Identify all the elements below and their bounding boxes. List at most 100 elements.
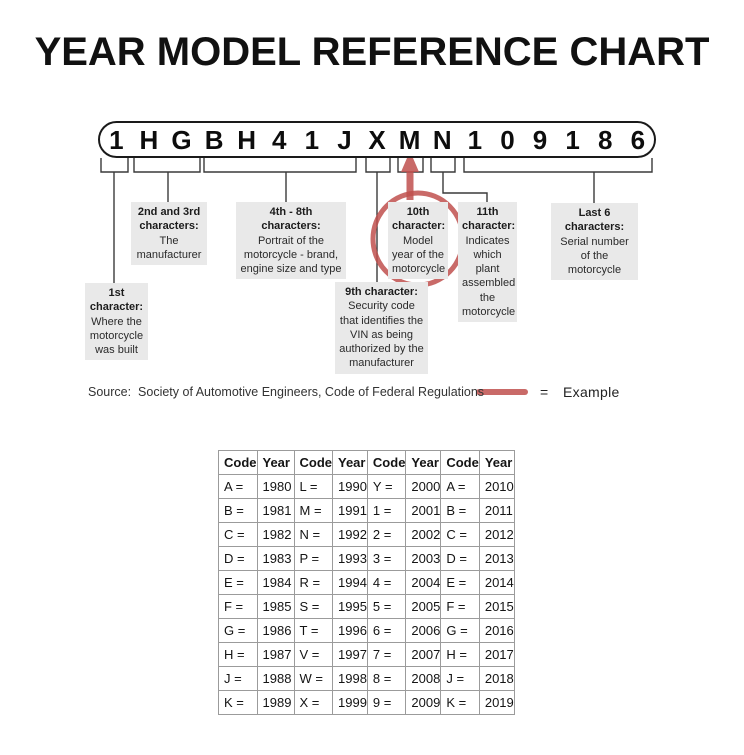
- year-table-cell: J =: [218, 666, 258, 691]
- callout-2nd-3rd-characters: 2nd and 3rd characters: The manufacturer: [131, 202, 207, 266]
- year-table-cell: K =: [440, 690, 480, 715]
- year-table-cell: 1999: [332, 690, 368, 715]
- year-table-cell: 1991: [332, 498, 368, 523]
- year-table-cell: 1985: [256, 594, 295, 619]
- vin-character: 1: [467, 124, 483, 155]
- callout-body: Model year of the motorcycle: [392, 234, 446, 276]
- year-table-cell: 2004: [405, 570, 442, 595]
- vin-character: H: [139, 124, 159, 155]
- year-table-cell: 1980: [256, 474, 295, 499]
- year-table-cell: 1988: [256, 666, 295, 691]
- year-table-cell: E =: [218, 570, 258, 595]
- year-table-cell: 2005: [405, 594, 442, 619]
- year-table-cell: R =: [293, 570, 333, 595]
- year-table-cell: K =: [218, 690, 258, 715]
- year-table-cell: 2003: [405, 546, 442, 571]
- vin-character: 1: [565, 124, 580, 155]
- year-table-cell: H =: [218, 642, 258, 667]
- year-table-cell: 1987: [256, 642, 295, 667]
- year-table-cell: 2 =: [366, 522, 407, 547]
- table-header-row: Code Year Code Year Code Year Code Year: [218, 450, 515, 475]
- year-table-cell: 1 =: [366, 498, 407, 523]
- year-table-cell: P =: [293, 546, 333, 571]
- year-table-cell: 1982: [256, 522, 295, 547]
- legend-example-label: Example: [563, 384, 620, 400]
- callout-11th-character: 11th character: Indicates which plant as…: [458, 202, 517, 323]
- year-table-cell: 8 =: [366, 666, 407, 691]
- year-table-cell: 4 =: [366, 570, 407, 595]
- year-table-cell: 2010: [478, 474, 515, 499]
- table-row: C = 1982 N = 1992 2 = 2002 C = 2012: [218, 522, 515, 547]
- year-table-cell: 2006: [405, 618, 442, 643]
- year-table-header-cell: Year: [256, 450, 295, 475]
- callout-body: Portrait of the motorcycle - brand, engi…: [240, 234, 342, 276]
- year-table-cell: F =: [440, 594, 480, 619]
- year-table-cell: W =: [293, 666, 333, 691]
- year-table-header-cell: Year: [405, 450, 442, 475]
- callout-heading: 11th character:: [462, 206, 516, 233]
- table-row: E = 1984 R = 1994 4 = 2004 E = 2014: [218, 570, 515, 595]
- vin-character: 0: [500, 124, 515, 155]
- year-table-cell: 6 =: [366, 618, 407, 643]
- year-table-cell: 1996: [332, 618, 368, 643]
- year-table-cell: C =: [440, 522, 480, 547]
- callout-heading: Last 6 characters:: [564, 207, 625, 234]
- callout-10th-character: 10th character: Model year of the motorc…: [388, 202, 448, 280]
- year-table-cell: B =: [218, 498, 258, 523]
- callout-9th-character: 9th character: Security code that identi…: [335, 282, 428, 374]
- year-table-cell: 3 =: [366, 546, 407, 571]
- year-table-cell: A =: [440, 474, 480, 499]
- year-table-header-cell: Code: [366, 450, 407, 475]
- vin-character: 8: [597, 124, 613, 155]
- vin-character: B: [204, 124, 224, 155]
- year-table-cell: 2009: [405, 690, 442, 715]
- callout-body: The manufacturer: [136, 234, 202, 261]
- year-table-cell: 2013: [478, 546, 515, 571]
- callout-4th-8th-characters: 4th - 8th characters: Portrait of the mo…: [236, 202, 346, 280]
- vin-character: 1: [304, 124, 320, 155]
- year-table-cell: 2017: [478, 642, 515, 667]
- callout-heading: 2nd and 3rd characters:: [137, 206, 201, 233]
- table-row: K = 1989 X = 1999 9 = 2009 K = 2019: [218, 690, 515, 715]
- year-table-cell: 2014: [478, 570, 515, 595]
- year-table-cell: X =: [293, 690, 333, 715]
- table-row: G = 1986 T = 1996 6 = 2006 G = 2016: [218, 618, 515, 643]
- year-table-cell: A =: [218, 474, 258, 499]
- year-table-cell: 2008: [405, 666, 442, 691]
- year-table-cell: F =: [218, 594, 258, 619]
- year-table-cell: 1984: [256, 570, 295, 595]
- vin-character: G: [171, 124, 192, 155]
- year-table-cell: 2018: [478, 666, 515, 691]
- vin-character: 1: [109, 124, 124, 155]
- year-table-cell: V =: [293, 642, 333, 667]
- vin-group-brackets: [100, 158, 653, 173]
- year-table-cell: 9 =: [366, 690, 407, 715]
- year-table-cell: 2015: [478, 594, 515, 619]
- year-table-cell: 2007: [405, 642, 442, 667]
- callout-body: Security code that identifies the VIN as…: [339, 300, 424, 370]
- year-table-cell: N =: [293, 522, 333, 547]
- year-table-cell: 2016: [478, 618, 515, 643]
- year-table-cell: 1993: [332, 546, 368, 571]
- legend-equals-sign: =: [540, 384, 549, 400]
- vin-character: 4: [272, 124, 287, 155]
- year-table-cell: E =: [440, 570, 480, 595]
- year-table-cell: M =: [293, 498, 333, 523]
- year-table-cell: 7 =: [366, 642, 407, 667]
- callout-heading: 4th - 8th characters:: [261, 206, 321, 233]
- year-table-cell: 1981: [256, 498, 295, 523]
- year-table-cell: 2012: [478, 522, 515, 547]
- vin-character: M: [398, 124, 421, 155]
- year-table-cell: 2001: [405, 498, 442, 523]
- year-table-cell: H =: [440, 642, 480, 667]
- source-attribution: Source: Society of Automotive Engineers,…: [88, 385, 485, 399]
- year-table-cell: G =: [218, 618, 258, 643]
- vin-character: J: [337, 124, 352, 155]
- year-table-cell: 1997: [332, 642, 368, 667]
- table-row: H = 1987 V = 1997 7 = 2007 H = 2017: [218, 642, 515, 667]
- table-row: B = 1981 M = 1991 1 = 2001 B = 2011: [218, 498, 515, 523]
- year-table-header-cell: Year: [332, 450, 368, 475]
- year-table-cell: B =: [440, 498, 480, 523]
